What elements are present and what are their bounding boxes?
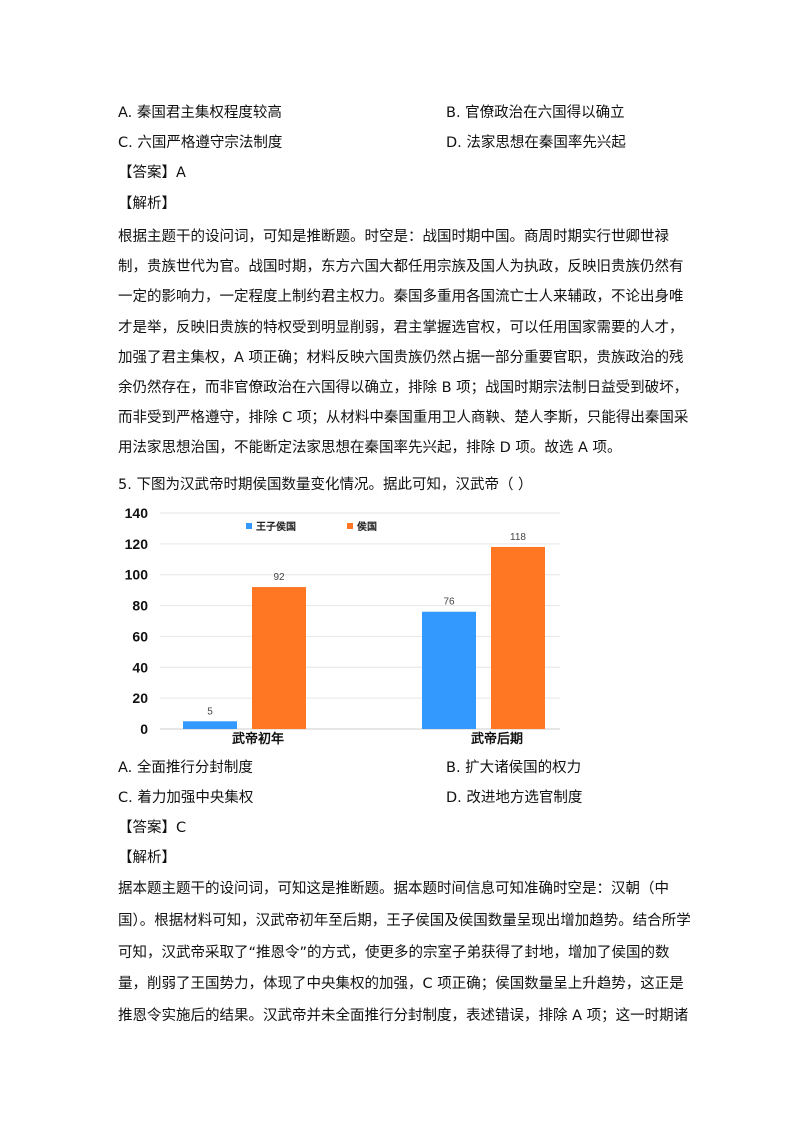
analysis-line: 国）。根据材料可知，汉武帝初年至后期，王子侯国及侯国数量呈现出增加趋势。结合所学 — [118, 912, 691, 929]
legend-swatch — [246, 523, 252, 529]
analysis-line: 加强了君主集权，A 项正确；材料反映六国贵族仍然占据一部分重要官职，贵族政治的残 — [118, 349, 684, 366]
analysis-line: 可知，汉武帝采取了“推恩令”的方式，使更多的宗室子弟获得了封地，增加了侯国的数 — [118, 944, 670, 961]
x-category-label: 武帝后期 — [471, 731, 523, 747]
legend-swatch — [347, 523, 353, 529]
y-tick-label: 80 — [132, 598, 148, 614]
analysis-line: 据本题主题干的设问词，可知这是推断题。据本题时间信息可知准确时空是：汉朝（中 — [118, 881, 669, 897]
y-tick-label: 40 — [132, 659, 148, 675]
y-tick-label: 20 — [132, 690, 148, 706]
analysis-line: 用法家思想治国，不能断定法家思想在秦国率先兴起，排除 D 项。故选 A 项。 — [118, 440, 622, 457]
bar-houguo — [252, 587, 306, 729]
data-label: 5 — [207, 706, 213, 717]
analysis-line: 才是举，反映旧贵族的特权受到明显削弱，君主掌握选官权，可以任用国家需要的人才， — [118, 319, 684, 336]
y-tick-label: 140 — [125, 505, 149, 521]
q5-answer: 【答案】C — [118, 820, 187, 836]
analysis-line: 一定的影响力，一定程度上制约君主权力。秦国多重用各国流亡士人来辅政，不论出身唯 — [118, 289, 684, 306]
q5-question: 5. 下图为汉武帝时期侯国数量变化情况。据此可知，汉武帝（ ） — [118, 477, 533, 493]
x-category-label: 武帝初年 — [232, 731, 284, 747]
analysis-line: 制，贵族世代为官。战国时期，东方六国大都任用宗族及国人为执政，反映旧贵族仍然有 — [118, 259, 684, 276]
bar-wangzi-houguo — [183, 721, 237, 729]
q5-option-a: A. 全面推行分封制度 — [118, 760, 253, 776]
data-label: 118 — [510, 532, 526, 543]
y-tick-label: 100 — [125, 567, 149, 583]
data-label: 76 — [443, 597, 455, 608]
legend-label: 王子侯国 — [256, 520, 296, 533]
q4-answer: 【答案】A — [118, 165, 186, 181]
bar-houguo — [491, 546, 545, 729]
q5-option-b: B. 扩大诸侯国的权力 — [446, 760, 582, 776]
bar-chart: 0 20 40 60 80 100 120 140 5 92 武帝初年 76 118 武帝后期 王子侯国 侯国 — [125, 505, 560, 747]
analysis-line: 根据主题干的设问词，可知是推断题。时空是：战国时期中国。商周时期实行世卿世禄 — [118, 229, 669, 245]
y-tick-label: 120 — [125, 536, 149, 552]
data-label: 92 — [273, 572, 285, 583]
bar-wangzi-houguo — [422, 611, 476, 729]
q5-option-d: D. 改进地方选官制度 — [446, 790, 583, 806]
q4-option-a: A. 秦国君主集权程度较高 — [118, 105, 282, 121]
q4-option-d: D. 法家思想在秦国率先兴起 — [446, 135, 626, 151]
q4-analysis-label: 【解析】 — [118, 196, 176, 212]
analysis-line: 推恩令实施后的结果。汉武帝并未全面推行分封制度，表述错误，排除 A 项；这一时期… — [118, 1008, 689, 1025]
q5-analysis-label: 【解析】 — [118, 850, 176, 866]
q4-option-b: B. 官僚政治在六国得以确立 — [446, 105, 625, 121]
y-tick-label: 60 — [132, 628, 148, 644]
analysis-line: 余仍然存在，而非官僚政治在六国得以确立，排除 B 项；战国时期宗法制日益受到破坏… — [118, 380, 689, 396]
y-tick-label: 0 — [140, 721, 148, 737]
q5-option-c: C. 着力加强中央集权 — [118, 790, 254, 806]
q4-option-c: C. 六国严格遵守宗法制度 — [118, 135, 283, 151]
analysis-line: 而非受到严格遵守，排除 C 项；从材料中秦国重用卫人商鞅、楚人李斯，只能得出秦国… — [118, 410, 689, 427]
legend-label: 侯国 — [357, 520, 377, 533]
analysis-line: 量，削弱了王国势力，体现了中央集权的加强，C 项正确；侯国数量呈上升趋势，这正是 — [118, 976, 684, 993]
